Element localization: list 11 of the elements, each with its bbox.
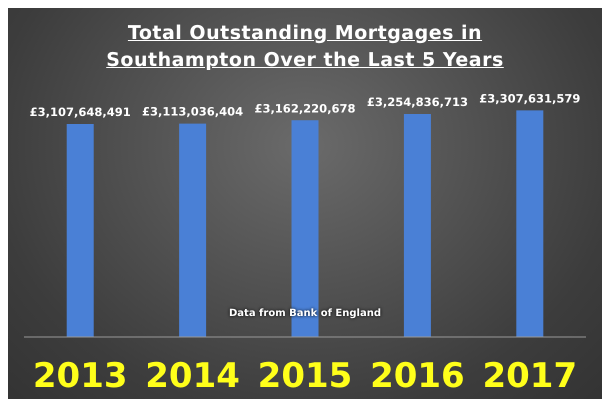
data-label: £3,113,036,404 <box>142 104 244 119</box>
x-tick-label: 2013 <box>32 356 128 396</box>
chart-title: Total Outstanding Mortgages in Southampton Over the Last 5 Years <box>105 21 505 73</box>
x-tick-label: 2015 <box>258 356 352 396</box>
data-label: £3,254,836,713 <box>366 94 468 109</box>
x-tick-label: 2017 <box>482 356 578 396</box>
data-label: £3,307,631,579 <box>479 91 580 106</box>
x-tick-label: 2014 <box>145 356 240 396</box>
data-label: £3,107,648,491 <box>30 105 131 120</box>
x-tick-label: 2016 <box>370 356 465 396</box>
data-label: £3,162,220,678 <box>254 101 356 116</box>
